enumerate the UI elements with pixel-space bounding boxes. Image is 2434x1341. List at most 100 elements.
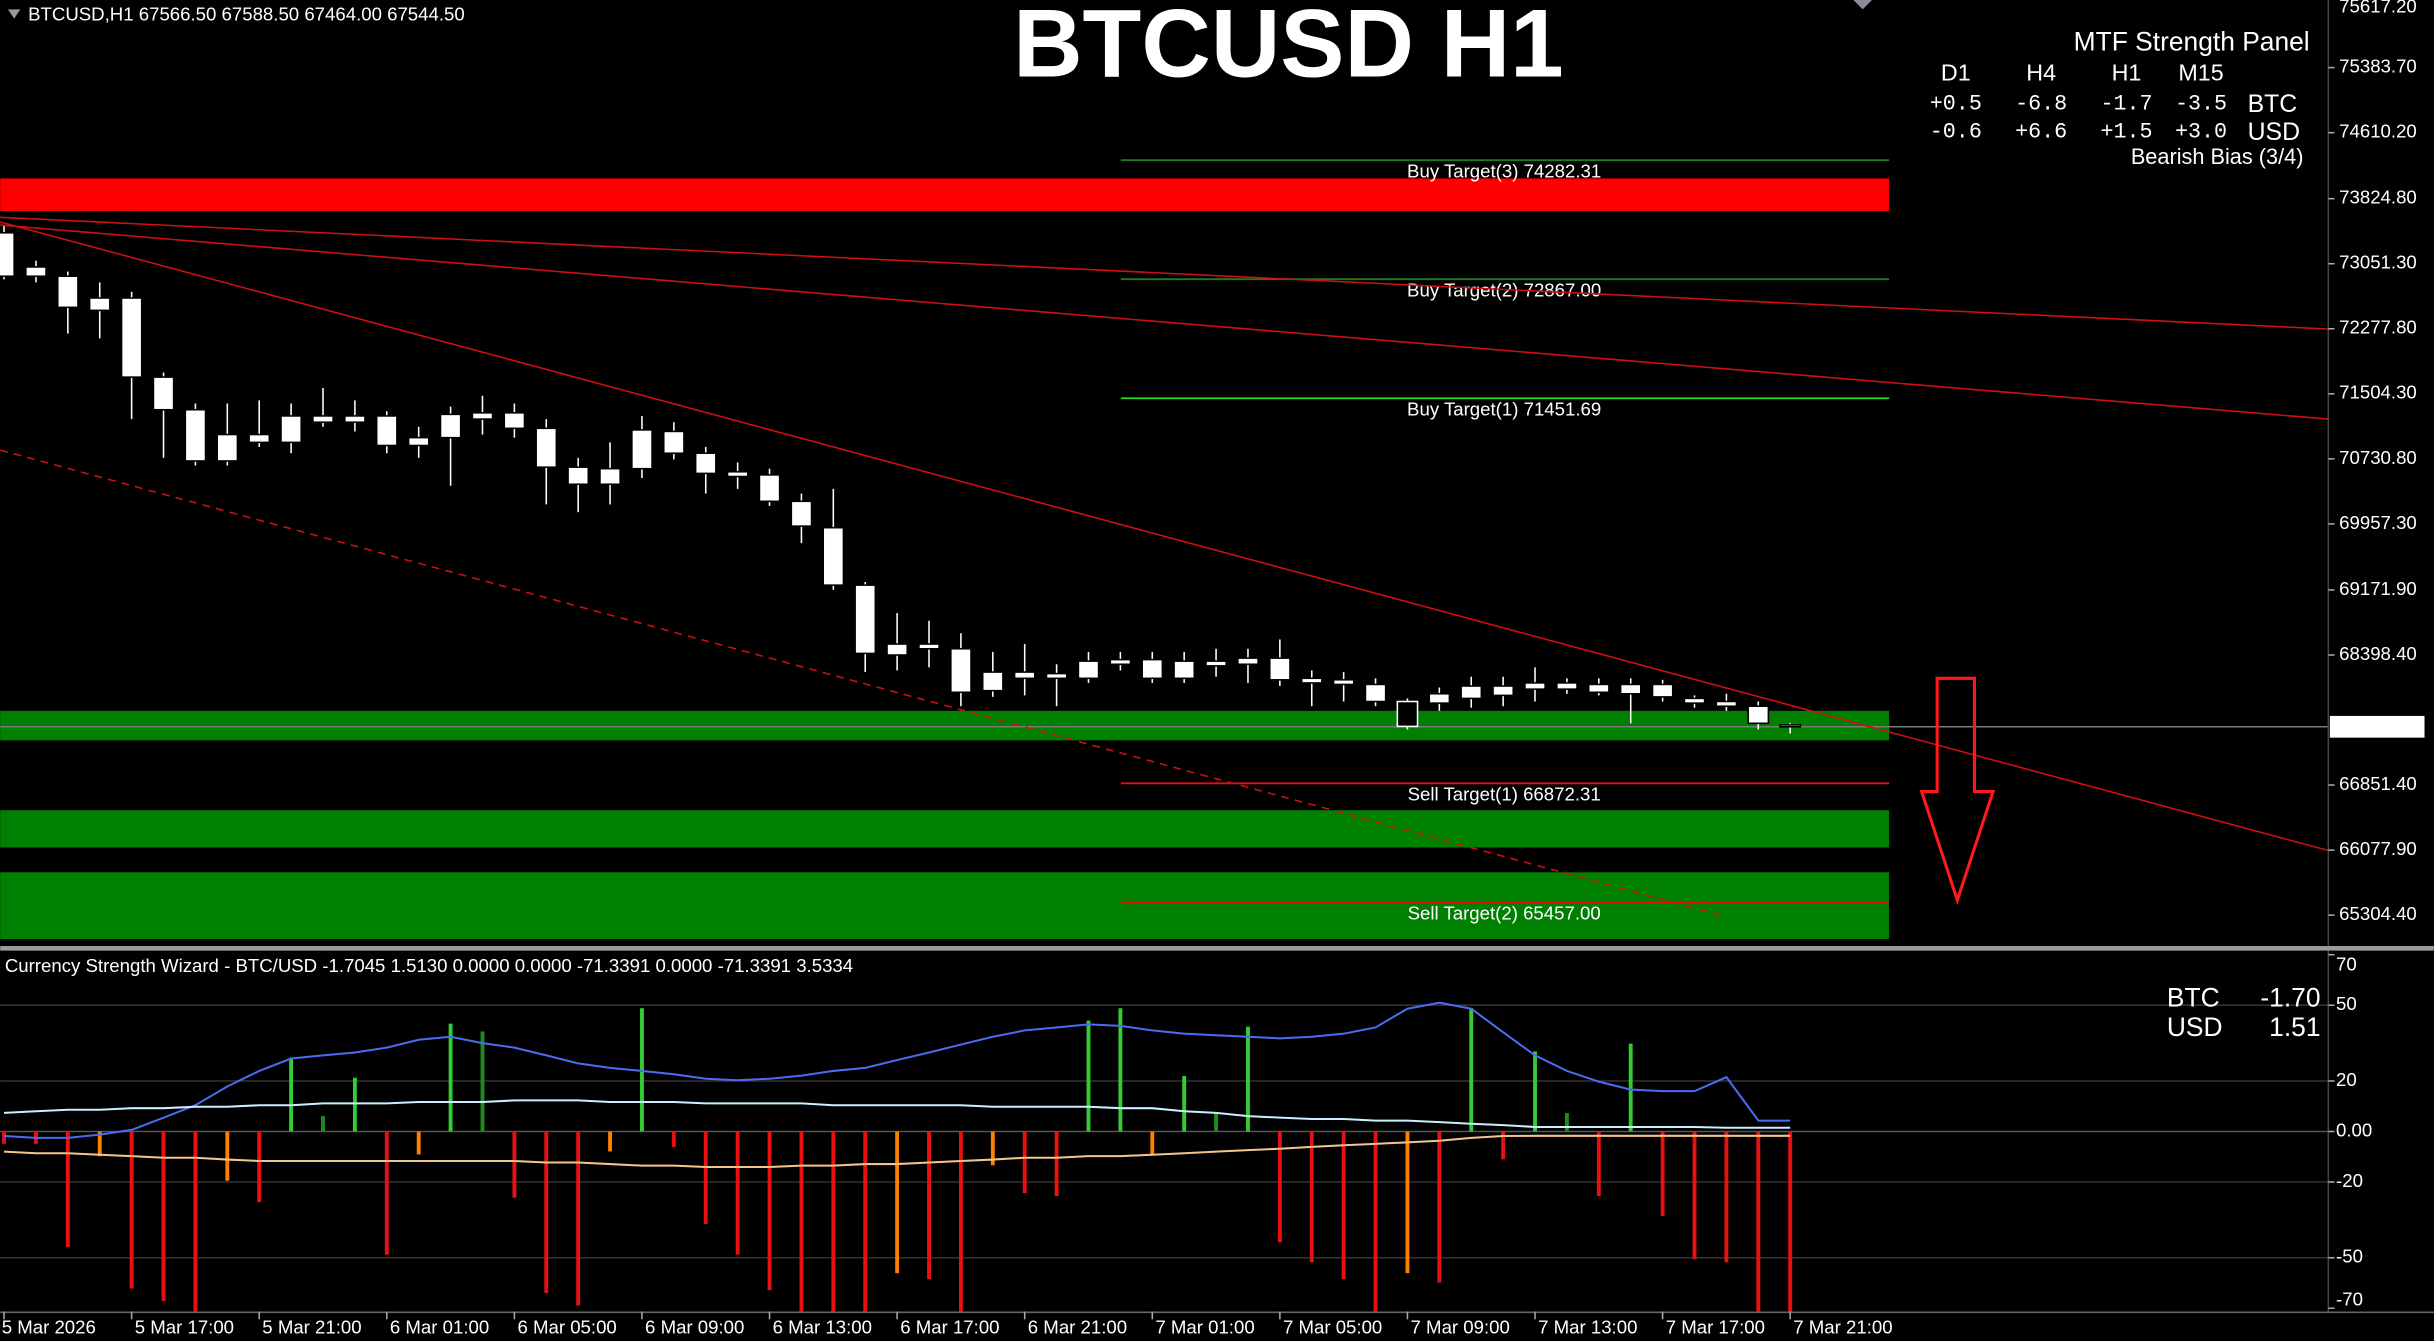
candle-body <box>854 584 877 655</box>
panel-title: MTF Strength Panel <box>2074 26 2310 56</box>
x-tick-label: 6 Mar 13:00 <box>773 1317 872 1338</box>
candle-body <box>1013 671 1036 680</box>
histogram-bar <box>1054 1131 1059 1197</box>
zone <box>0 872 1890 940</box>
histogram-bar <box>1022 1131 1027 1194</box>
candle-body <box>25 266 47 277</box>
y-tick-label: 71504.30 <box>2339 382 2417 403</box>
candle-body <box>1556 682 1578 690</box>
candle-body <box>88 297 111 312</box>
histogram-bar <box>480 1031 485 1132</box>
histogram-bar <box>831 1131 836 1312</box>
indicator-title: Currency Strength Wizard - BTC/USD -1.70… <box>5 955 853 976</box>
histogram-bar <box>544 1131 549 1294</box>
chart-title: BTCUSD H1 <box>1013 0 1564 98</box>
candle-body <box>184 408 207 462</box>
histogram-bar <box>1277 1131 1282 1243</box>
current-price-label: 67544.50 <box>2339 715 2417 736</box>
trendline <box>0 221 2329 852</box>
panel-cell: +1.5 <box>2100 120 2152 145</box>
histogram-bar <box>1150 1131 1155 1155</box>
histogram-bar <box>352 1077 357 1132</box>
candle-body <box>1109 658 1132 666</box>
histogram-bar <box>1596 1131 1601 1197</box>
panel-column: H1 <box>2112 60 2142 86</box>
histogram-bar <box>1724 1131 1729 1263</box>
histogram-bar <box>384 1131 389 1255</box>
panel-row-name: USD <box>2248 119 2300 146</box>
x-tick-label: 5 Mar 21:00 <box>262 1317 361 1338</box>
y-tick-label: 75383.70 <box>2339 56 2417 77</box>
candle-body <box>312 415 334 423</box>
histogram-bar <box>2 1131 6 1144</box>
candle-body <box>1077 660 1100 680</box>
candle-body <box>120 297 143 378</box>
candle-body <box>1492 685 1514 697</box>
panel-cell: +3.0 <box>2175 120 2227 145</box>
histogram-bar <box>321 1116 325 1132</box>
readout-value: -1.70 <box>2260 983 2320 1013</box>
candle-body <box>1587 683 1610 694</box>
candle-body <box>56 275 79 309</box>
histogram-bar <box>129 1131 134 1289</box>
histogram-bar <box>1469 1008 1474 1132</box>
x-tick-label: 5 Mar 17:00 <box>135 1317 234 1338</box>
panel-cell: -3.5 <box>2175 92 2227 117</box>
x-tick-label: 6 Mar 05:00 <box>517 1317 616 1338</box>
histogram-bar <box>863 1131 868 1312</box>
candle-body <box>0 232 15 277</box>
current-price-box <box>2329 715 2425 738</box>
candle-body <box>152 376 175 411</box>
zone <box>0 178 1890 212</box>
histogram-bar <box>448 1023 453 1132</box>
candle-body <box>631 429 653 470</box>
candle-body <box>694 452 717 475</box>
candle-body <box>758 474 781 503</box>
histogram-bar <box>1405 1131 1410 1274</box>
candle-body <box>1779 724 1802 728</box>
target-label: Buy Target(3) 74282.31 <box>1407 161 1601 182</box>
histogram-bar <box>416 1131 421 1155</box>
y-tick-label: 0.00 <box>2336 1119 2372 1140</box>
y-tick-label: 72277.80 <box>2339 317 2417 338</box>
y-tick-label: 73824.80 <box>2339 187 2417 208</box>
x-tick-label: 5 Mar 2026 <box>2 1317 96 1338</box>
candle-body <box>248 433 271 444</box>
x-tick-label: 6 Mar 17:00 <box>900 1317 999 1338</box>
histogram-bar <box>990 1131 995 1166</box>
readout-value: 1.51 <box>2269 1012 2320 1042</box>
x-tick-label: 7 Mar 13:00 <box>1538 1317 1637 1338</box>
candle-body <box>918 643 940 650</box>
candle-body <box>1683 697 1706 704</box>
candle-body <box>535 427 558 468</box>
candle-body <box>1524 682 1546 690</box>
candle-body <box>1237 657 1259 666</box>
y-tick-label: 73051.30 <box>2339 252 2417 273</box>
candle-body <box>503 412 526 430</box>
x-tick-label: 6 Mar 09:00 <box>645 1317 744 1338</box>
histogram-bar <box>1118 1008 1123 1132</box>
candle-body <box>471 412 494 420</box>
histogram-bar <box>1182 1075 1187 1132</box>
x-tick-label: 6 Mar 01:00 <box>390 1317 489 1338</box>
histogram-bar <box>65 1131 70 1247</box>
panel-bias: Bearish Bias (3/4) <box>2131 144 2304 169</box>
histogram-bar <box>512 1131 517 1198</box>
candle-body <box>950 648 972 694</box>
candle-body <box>1396 700 1419 728</box>
histogram-bar <box>97 1131 102 1157</box>
panel-column: D1 <box>1941 60 1971 86</box>
strength-line <box>3 1134 1791 1169</box>
histogram-bar <box>640 1008 644 1132</box>
histogram-bar <box>161 1131 166 1301</box>
y-tick-label: 50 <box>2336 993 2357 1014</box>
histogram-bar <box>1692 1131 1697 1260</box>
readout-name: BTC <box>2167 983 2220 1013</box>
histogram-bar <box>1788 1131 1793 1312</box>
histogram-bar <box>1501 1131 1506 1160</box>
histogram-bar <box>225 1131 230 1181</box>
x-tick-label: 7 Mar 09:00 <box>1411 1317 1510 1338</box>
